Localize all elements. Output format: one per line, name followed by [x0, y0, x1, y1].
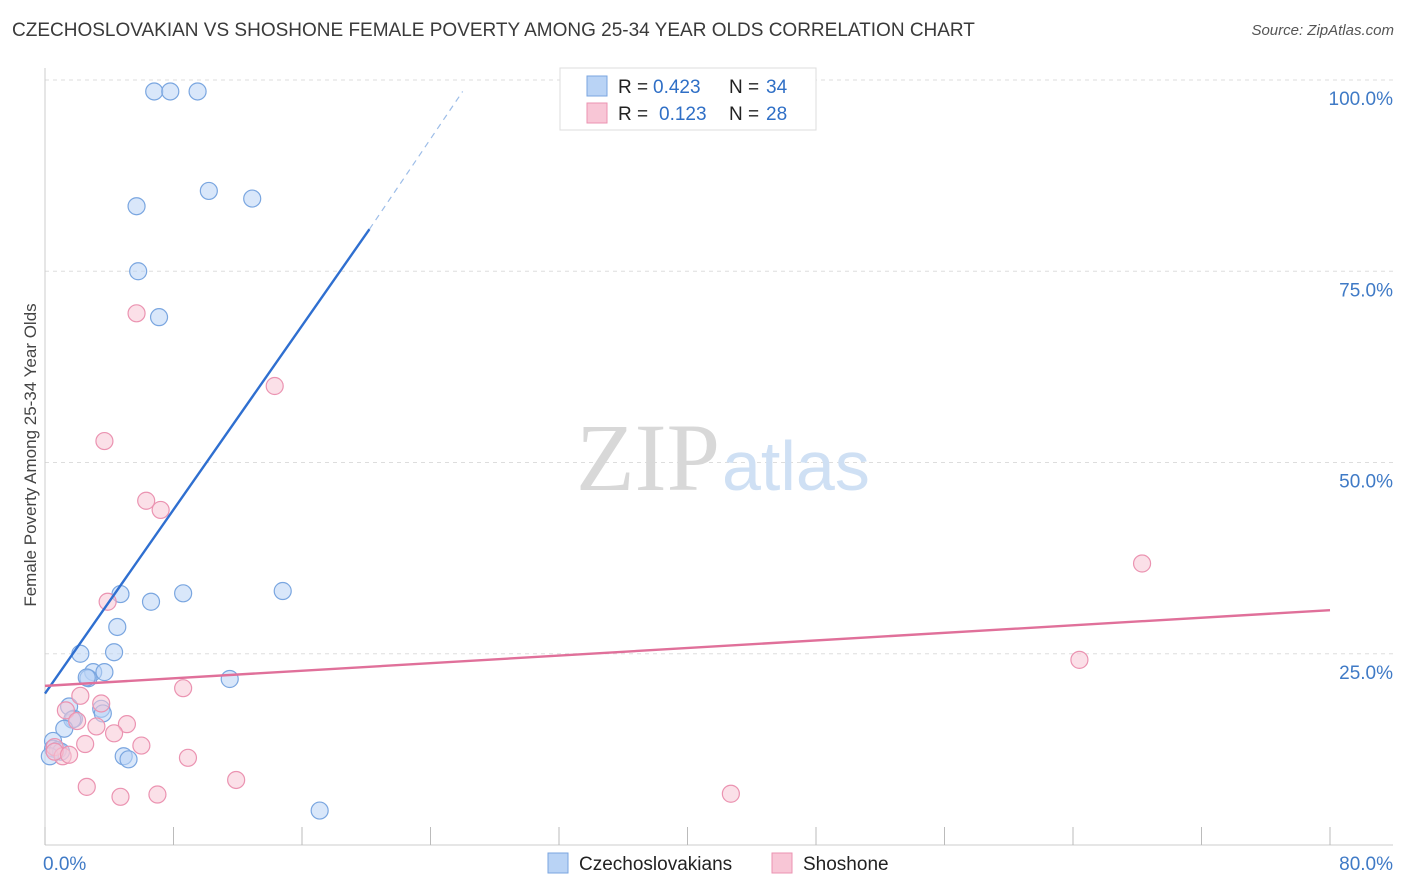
chart-title: CZECHOSLOVAKIAN VS SHOSHONE FEMALE POVER… [12, 20, 975, 41]
czechoslovakian-point-7 [149, 308, 169, 327]
axes [44, 68, 1393, 846]
legend-r-value-1: 0.423 [653, 77, 701, 98]
shoshone-point-0 [127, 304, 146, 323]
czechoslovakian-point-33 [310, 801, 329, 820]
czechoslovakian-point-18 [77, 668, 96, 687]
stats-legend: R = 0.423 N = 34 R = 0.123 N = 28 [559, 67, 817, 131]
czechoslovakian-point-9 [141, 592, 161, 611]
x-tick-label-max: 80.0% [1339, 854, 1393, 875]
shoshone-point-16 [76, 734, 95, 754]
legend-r-label-2: R = [618, 104, 648, 125]
shoshone-point-7 [1070, 650, 1089, 669]
shoshone-point-9 [71, 686, 90, 705]
czechoslovakian-trend-extension [368, 91, 464, 230]
y-tick-label-2: 75.0% [1339, 280, 1393, 301]
czechoslovakian-point-0 [145, 82, 164, 101]
y-tick-label-1: 50.0% [1339, 472, 1393, 493]
y-tick-label-3: 100.0% [1329, 89, 1394, 110]
data-points [40, 82, 1152, 820]
bottom-legend-swatch-blue [547, 852, 569, 874]
czechoslovakian-point-5 [127, 197, 146, 216]
shoshone-point-26 [111, 787, 130, 806]
czechoslovakian-point-14 [71, 644, 90, 663]
shoshone-point-21 [178, 748, 198, 767]
shoshone-point-2 [95, 431, 114, 451]
czechoslovakian-point-6 [129, 262, 148, 281]
czechoslovakian-point-32 [119, 750, 138, 769]
czechoslovakian-point-4 [243, 189, 262, 208]
trend-lines [44, 91, 1331, 695]
legend-swatch-blue [586, 75, 608, 97]
shoshone-point-25 [148, 785, 167, 804]
shoshone-point-5 [1132, 554, 1152, 573]
shoshone-point-23 [227, 770, 246, 790]
shoshone-trend-line [44, 608, 1331, 688]
legend-swatch-pink [586, 102, 608, 124]
czechoslovakian-point-3 [199, 181, 218, 201]
legend-r-value-2: 0.123 [659, 104, 707, 125]
shoshone-point-4 [151, 500, 170, 520]
shoshone-point-3 [137, 491, 156, 510]
shoshone-point-14 [87, 717, 106, 736]
czechoslovakian-point-13 [104, 643, 124, 662]
series-legend: Czechoslovakians Shoshone [547, 852, 889, 875]
grid-lines [45, 79, 1393, 655]
legend-n-label-1: N = [729, 77, 759, 98]
czechoslovakian-point-10 [174, 584, 193, 603]
shoshone-point-12 [68, 711, 87, 731]
bottom-legend-shoshone: Shoshone [803, 854, 889, 875]
watermark-atlas: atlas [722, 427, 870, 505]
watermark-zip: ZIP [576, 404, 720, 511]
shoshone-point-11 [56, 701, 75, 720]
shoshone-point-1 [265, 376, 284, 396]
shoshone-point-17 [132, 736, 151, 755]
y-tick-label-0: 25.0% [1339, 663, 1393, 684]
legend-r-label-1: R = [618, 77, 648, 98]
bottom-legend-czechoslovakians: Czechoslovakians [579, 854, 732, 875]
shoshone-point-13 [117, 715, 137, 734]
czechoslovakian-point-2 [188, 82, 207, 101]
czechoslovakian-trend-line [44, 228, 371, 695]
x-tick-label-min: 0.0% [43, 854, 86, 875]
bottom-legend-swatch-pink [771, 852, 793, 874]
czechoslovakian-point-11 [273, 581, 292, 601]
shoshone-point-27 [721, 784, 740, 803]
shoshone-point-10 [92, 694, 111, 713]
source-credit: Source: ZipAtlas.com [1251, 22, 1394, 39]
legend-n-value-2: 28 [766, 104, 787, 125]
shoshone-point-15 [104, 724, 124, 743]
czechoslovakian-point-12 [108, 617, 127, 637]
czechoslovakian-point-16 [95, 663, 114, 682]
shoshone-point-22 [59, 745, 79, 764]
czechoslovakian-point-19 [220, 669, 239, 689]
czechoslovakian-point-1 [161, 82, 180, 101]
shoshone-point-8 [174, 679, 193, 698]
legend-n-label-2: N = [729, 104, 759, 125]
legend-n-value-1: 34 [766, 77, 788, 98]
tick-labels: 25.0% 50.0% 75.0% 100.0% 0.0% 80.0% [43, 89, 1393, 875]
y-axis-label: Female Poverty Among 25-34 Year Olds [21, 303, 40, 606]
shoshone-point-24 [77, 777, 96, 796]
